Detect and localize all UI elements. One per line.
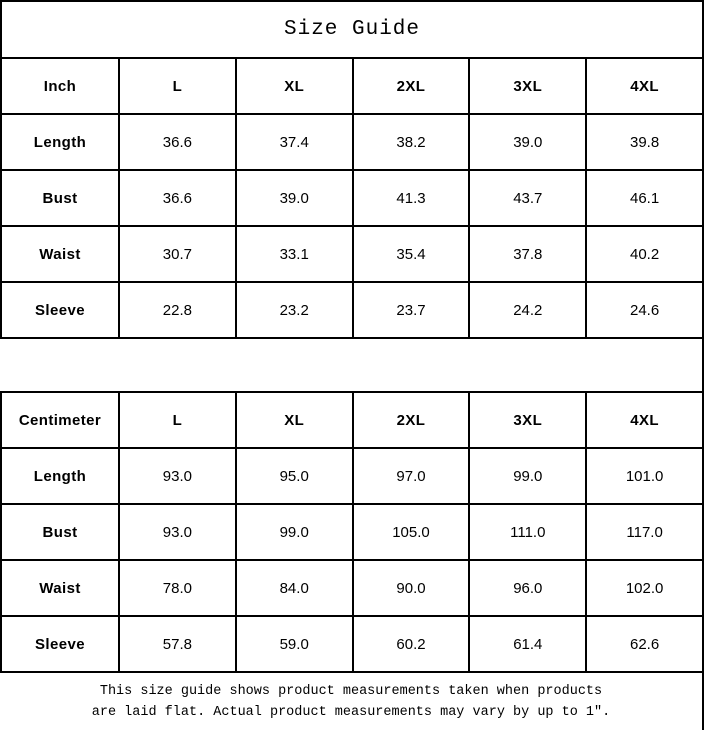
table-header-row: Centimeter L XL 2XL 3XL 4XL xyxy=(0,391,704,449)
measurement-value-cell: 30.7 xyxy=(118,225,237,283)
measurement-value-cell: 117.0 xyxy=(585,503,704,561)
table-header-row: Inch L XL 2XL 3XL 4XL xyxy=(0,57,704,115)
measurement-value-cell: 22.8 xyxy=(118,281,237,339)
measurement-value-cell: 35.4 xyxy=(351,225,471,283)
size-header-cell: 4XL xyxy=(585,391,704,449)
size-header-cell: L xyxy=(118,391,237,449)
measurement-value-cell: 24.6 xyxy=(585,281,704,339)
measurement-value-cell: 37.4 xyxy=(234,113,354,171)
size-header-cell: 3XL xyxy=(468,391,588,449)
measurement-label-cell: Length xyxy=(0,113,120,171)
measurement-value-cell: 59.0 xyxy=(234,615,354,673)
measurement-value-cell: 36.6 xyxy=(118,113,237,171)
measurement-value-cell: 102.0 xyxy=(585,559,704,617)
footnote-line: This size guide shows product measuremen… xyxy=(99,684,603,700)
measurement-value-cell: 78.0 xyxy=(118,559,237,617)
measurement-label-cell: Length xyxy=(0,447,120,505)
measurement-value-cell: 99.0 xyxy=(468,447,588,505)
measurement-value-cell: 93.0 xyxy=(118,447,237,505)
size-header-cell: 4XL xyxy=(585,57,704,115)
measurement-value-cell: 95.0 xyxy=(234,447,354,505)
page-title-text: Size Guide xyxy=(283,18,421,41)
measurement-value-cell: 84.0 xyxy=(234,559,354,617)
table-row: Bust 36.6 39.0 41.3 43.7 46.1 xyxy=(0,169,704,227)
unit-header-cell: Centimeter xyxy=(0,391,120,449)
measurement-value-cell: 37.8 xyxy=(468,225,588,283)
measurement-value-cell: 24.2 xyxy=(468,281,588,339)
table-row: Sleeve 22.8 23.2 23.7 24.2 24.6 xyxy=(0,281,704,339)
measurement-value-cell: 43.7 xyxy=(468,169,588,227)
measurement-value-cell: 60.2 xyxy=(351,615,471,673)
measurement-value-cell: 97.0 xyxy=(351,447,471,505)
measurement-label-cell: Sleeve xyxy=(0,281,120,339)
measurement-value-cell: 111.0 xyxy=(468,503,588,561)
table-row: Bust 93.0 99.0 105.0 111.0 117.0 xyxy=(0,503,704,561)
table-row: Sleeve 57.8 59.0 60.2 61.4 62.6 xyxy=(0,615,704,673)
measurement-value-cell: 101.0 xyxy=(585,447,704,505)
size-header-cell: 2XL xyxy=(351,391,471,449)
measurement-value-cell: 105.0 xyxy=(351,503,471,561)
measurement-value-cell: 36.6 xyxy=(118,169,237,227)
measurement-label-cell: Sleeve xyxy=(0,615,120,673)
size-table-centimeter: Centimeter L XL 2XL 3XL 4XL Length 93.0 … xyxy=(0,391,704,673)
table-row: Length 93.0 95.0 97.0 99.0 101.0 xyxy=(0,447,704,505)
measurement-value-cell: 40.2 xyxy=(585,225,704,283)
unit-header-cell: Inch xyxy=(0,57,120,115)
measurement-value-cell: 41.3 xyxy=(351,169,471,227)
size-header-cell: 2XL xyxy=(351,57,471,115)
measurement-value-cell: 23.7 xyxy=(351,281,471,339)
measurement-label-cell: Bust xyxy=(0,169,120,227)
measurement-value-cell: 93.0 xyxy=(118,503,237,561)
measurement-value-cell: 57.8 xyxy=(118,615,237,673)
size-header-cell: 3XL xyxy=(468,57,588,115)
footnote-line: are laid flat. Actual product measuremen… xyxy=(91,704,611,720)
size-header-cell: XL xyxy=(234,57,354,115)
measurement-value-cell: 96.0 xyxy=(468,559,588,617)
size-table-inch: Inch L XL 2XL 3XL 4XL Length 36.6 37.4 3… xyxy=(0,57,704,339)
size-header-cell: L xyxy=(118,57,237,115)
table-row: Waist 30.7 33.1 35.4 37.8 40.2 xyxy=(0,225,704,283)
measurement-label-cell: Waist xyxy=(0,559,120,617)
measurement-value-cell: 39.0 xyxy=(468,113,588,171)
footnote: This size guide shows product measuremen… xyxy=(0,673,704,730)
measurement-value-cell: 99.0 xyxy=(234,503,354,561)
measurement-value-cell: 39.8 xyxy=(585,113,704,171)
spacer-band xyxy=(0,339,704,391)
measurement-label-cell: Waist xyxy=(0,225,120,283)
measurement-value-cell: 90.0 xyxy=(351,559,471,617)
measurement-value-cell: 23.2 xyxy=(234,281,354,339)
page-title: Size Guide xyxy=(0,0,704,57)
measurement-value-cell: 39.0 xyxy=(234,169,354,227)
measurement-value-cell: 46.1 xyxy=(585,169,704,227)
measurement-value-cell: 62.6 xyxy=(585,615,704,673)
size-header-cell: XL xyxy=(234,391,354,449)
measurement-label-cell: Bust xyxy=(0,503,120,561)
measurement-value-cell: 33.1 xyxy=(234,225,354,283)
table-row: Length 36.6 37.4 38.2 39.0 39.8 xyxy=(0,113,704,171)
table-row: Waist 78.0 84.0 90.0 96.0 102.0 xyxy=(0,559,704,617)
measurement-value-cell: 61.4 xyxy=(468,615,588,673)
measurement-value-cell: 38.2 xyxy=(351,113,471,171)
